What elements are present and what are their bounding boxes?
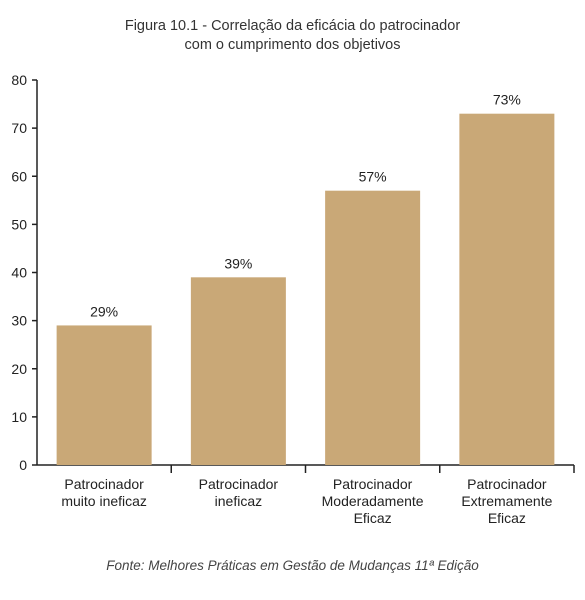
y-tick-label: 70 <box>11 120 27 136</box>
x-tick-label: Eficaz <box>354 510 392 526</box>
chart-title-line-2: com o cumprimento dos objetivos <box>184 37 401 53</box>
x-tick-label: Moderadamente <box>322 493 424 509</box>
y-tick-label: 40 <box>11 265 27 281</box>
y-tick-label: 0 <box>19 457 27 473</box>
x-tick-label: Eficaz <box>488 510 526 526</box>
y-tick-label: 10 <box>11 409 27 425</box>
chart-title: Figura 10.1 - Correlação da eficácia do … <box>0 17 585 55</box>
x-tick-label: Patrocinador <box>467 476 547 492</box>
chart-title-line-1: Figura 10.1 - Correlação da eficácia do … <box>124 18 461 34</box>
x-tick-label: Patrocinador <box>333 476 413 492</box>
y-tick-label: 50 <box>11 216 27 232</box>
x-tick-label: muito ineficaz <box>61 493 147 509</box>
data-label: 29% <box>90 303 118 319</box>
data-label: 73% <box>493 92 521 108</box>
bar <box>190 277 286 465</box>
data-label: 39% <box>224 255 252 271</box>
bar <box>56 325 152 465</box>
x-tick-label: Patrocinador <box>64 476 144 492</box>
y-tick-label: 80 <box>11 72 27 88</box>
data-label: 57% <box>359 169 387 185</box>
y-tick-label: 30 <box>11 313 27 329</box>
bar <box>325 190 421 465</box>
x-tick-label: ineficaz <box>215 493 262 509</box>
bar <box>459 113 555 465</box>
chart-source: Fonte: Melhores Práticas em Gestão de Mu… <box>106 558 479 573</box>
y-tick-label: 20 <box>11 361 27 377</box>
x-tick-label: Extremamente <box>461 493 552 509</box>
x-tick-label: Patrocinador <box>199 476 279 492</box>
y-tick-label: 60 <box>11 168 27 184</box>
